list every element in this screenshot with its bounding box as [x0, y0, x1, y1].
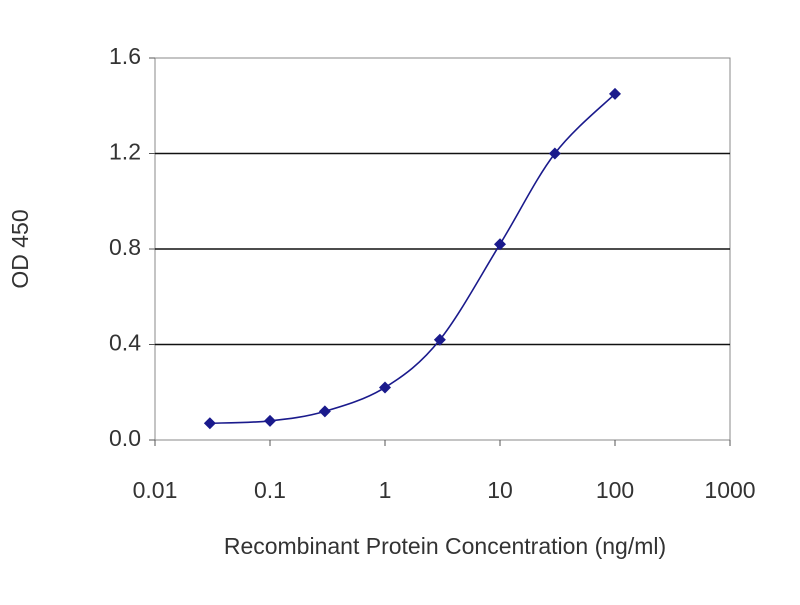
- y-tick-label: 0.8: [109, 234, 141, 260]
- data-point: [264, 414, 276, 427]
- data-point: [318, 405, 331, 418]
- y-axis-label: OD 450: [7, 209, 33, 288]
- data-point: [494, 238, 506, 251]
- data-point: [548, 147, 561, 160]
- x-tick-label: 1: [379, 477, 392, 503]
- x-axis-label: Recombinant Protein Concentration (ng/ml…: [224, 533, 666, 559]
- data-point: [609, 87, 621, 100]
- y-tick-label: 0.0: [109, 425, 141, 451]
- x-tick-label: 1000: [704, 477, 755, 503]
- x-tick-label: 100: [596, 477, 634, 503]
- data-point: [433, 333, 446, 346]
- data-point: [379, 381, 391, 394]
- y-tick-label: 0.4: [109, 330, 141, 356]
- x-tick-label: 10: [487, 477, 513, 503]
- y-tick-label: 1.6: [109, 43, 141, 69]
- y-tick-label: 1.2: [109, 139, 141, 165]
- data-point: [203, 417, 216, 430]
- x-tick-label: 0.01: [133, 477, 178, 503]
- x-tick-label: 0.1: [254, 477, 286, 503]
